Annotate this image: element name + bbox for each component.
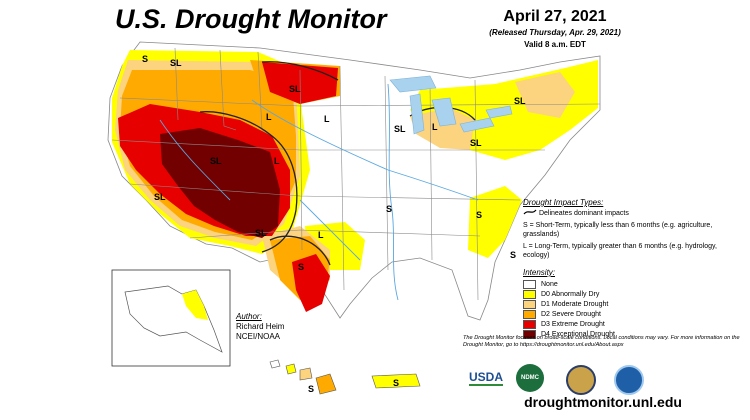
swatch-d4 — [523, 329, 536, 339]
label-sl-nd: SL — [289, 84, 301, 94]
puerto-rico — [371, 373, 421, 389]
noaa-logo — [614, 365, 644, 395]
release-note: (Released Thursday, Apr. 29, 2021) — [489, 28, 621, 37]
d4-southwest — [160, 128, 280, 238]
disclaimer-text: The Drought Monitor focuses on broad-sca… — [463, 335, 740, 348]
intensity-row-d2: D2 Severe Drought — [523, 309, 723, 319]
d1-midwest — [410, 108, 475, 150]
impact-heading: Drought Impact Types: — [523, 198, 604, 207]
intensity-label-none: None — [541, 280, 558, 288]
label-l-tx: L — [318, 230, 324, 240]
map-date: April 27, 2021 — [503, 8, 607, 25]
label-s-tx: S — [298, 262, 304, 272]
commerce-logo — [566, 365, 596, 395]
author-org: NCEI/NOAA — [236, 332, 281, 341]
rivers — [159, 83, 479, 301]
label-s-hi: S — [308, 384, 314, 394]
label-sl-id: SL — [170, 58, 182, 68]
impact-short-term: S = Short-Term, typically less than 6 mo… — [523, 222, 713, 238]
swatch-none — [523, 279, 536, 289]
impact-line-icon — [523, 209, 537, 215]
label-l-sd: L — [324, 114, 330, 124]
page-title: U.S. Drought Monitor — [115, 4, 387, 34]
author-heading: Author: — [236, 312, 262, 321]
label-s-ga: S — [476, 210, 482, 220]
website-url[interactable]: droughtmonitor.unl.edu — [524, 394, 682, 410]
swatch-d2 — [523, 309, 536, 319]
intensity-label-d1: D1 Moderate Drought — [541, 300, 609, 308]
author-name: Richard Heim — [236, 322, 285, 331]
impact-long-term: L = Long-Term, typically greater than 6 … — [523, 243, 717, 259]
intensity-row-none: None — [523, 279, 723, 289]
swatch-d1 — [523, 299, 536, 309]
intensity-legend: Intensity: None D0 Abnormally Dry D1 Mod… — [523, 268, 723, 339]
label-sl-nm: SL — [255, 228, 267, 238]
usda-logo: USDA — [466, 366, 506, 390]
label-sl-az: SL — [154, 192, 166, 202]
intensity-row-d3: D3 Extreme Drought — [523, 319, 723, 329]
intensity-row-d0: D0 Abnormally Dry — [523, 289, 723, 299]
label-sl-ne: SL — [514, 96, 526, 106]
impact-dominant-row: Delineates dominant impacts — [523, 209, 743, 218]
great-lakes — [389, 75, 513, 135]
intensity-heading: Intensity: — [523, 268, 556, 277]
label-l-co: L — [274, 156, 280, 166]
label-l-wy: L — [266, 112, 272, 122]
intensity-label-d3: D3 Extreme Drought — [541, 320, 605, 328]
author-block: Author: Richard Heim NCEI/NOAA — [236, 312, 284, 342]
label-sl-il: SL — [394, 124, 406, 134]
impact-legend: Drought Impact Types: Delineates dominan… — [523, 198, 743, 263]
label-s-ok: S — [386, 204, 392, 214]
swatch-d0 — [523, 289, 536, 299]
label-s-pr: S — [393, 378, 399, 388]
d1-newengland — [515, 72, 575, 118]
usda-logo-text: USDA — [468, 370, 503, 386]
hawaii-inset — [269, 359, 337, 395]
d3-texas — [292, 254, 330, 312]
ndmc-logo-text: NDMC — [521, 375, 539, 381]
intensity-label-d4: D4 Exceptional Drought — [541, 330, 615, 338]
impact-dominant-text: Delineates dominant impacts — [538, 210, 629, 217]
intensity-row-d4: D4 Exceptional Drought — [523, 329, 723, 339]
d0-southeast — [468, 186, 522, 258]
swatch-d3 — [523, 319, 536, 329]
label-s-fl: S — [510, 250, 516, 260]
intensity-label-d0: D0 Abnormally Dry — [541, 290, 600, 298]
label-sl-ut: SL — [210, 156, 222, 166]
label-sl-pa: SL — [470, 138, 482, 148]
d3-pacnw — [122, 112, 150, 150]
valid-time: Valid 8 a.m. EDT — [524, 40, 586, 49]
alaska-d0 — [182, 290, 208, 320]
intensity-row-d1: D1 Moderate Drought — [523, 299, 723, 309]
ndmc-logo: NDMC — [516, 364, 544, 392]
label-s-wa: S — [142, 54, 148, 64]
label-l-mi: L — [432, 122, 438, 132]
intensity-label-d2: D2 Severe Drought — [541, 310, 601, 318]
